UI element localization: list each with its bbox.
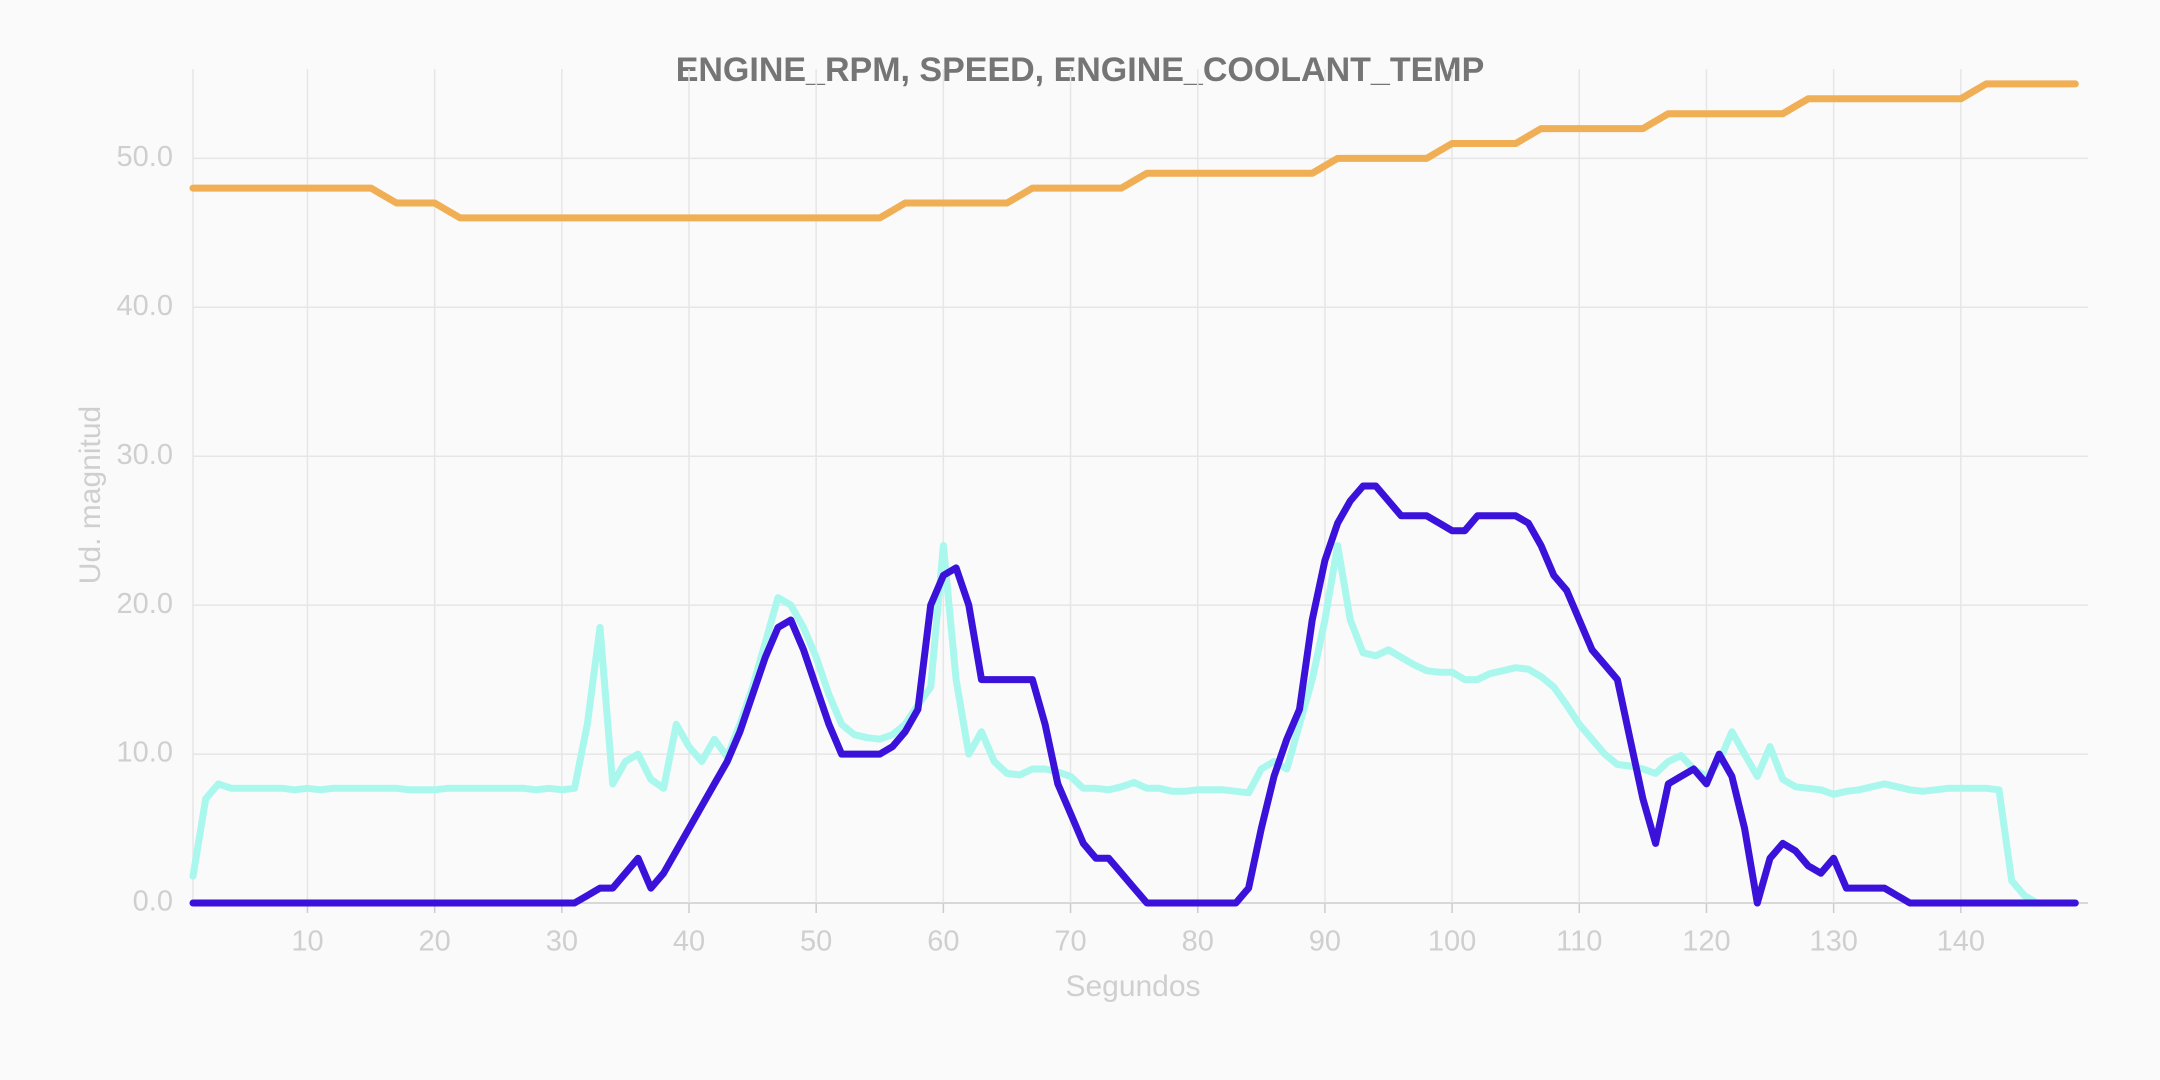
y-tick-label: 50.0 <box>117 141 173 173</box>
series-line <box>189 482 2079 907</box>
x-tick-label: 20 <box>419 926 451 958</box>
x-tick-label: 140 <box>1937 926 1985 958</box>
x-tick-label: 100 <box>1428 926 1476 958</box>
series-line <box>189 80 2079 222</box>
x-tick-label: 130 <box>1809 926 1857 958</box>
y-tick-label: 30.0 <box>117 439 173 471</box>
x-tick-label: 40 <box>673 926 705 958</box>
x-axis-label: Segundos <box>1065 970 1200 1003</box>
x-tick-label: 30 <box>546 926 578 958</box>
x-tick-label: 90 <box>1309 926 1341 958</box>
y-axis-label: Ud. magnitud <box>74 406 107 584</box>
x-tick-label: 120 <box>1682 926 1730 958</box>
y-tick-label: 20.0 <box>117 588 173 620</box>
y-tick-label: 10.0 <box>117 737 173 769</box>
y-tick-label: 40.0 <box>117 290 173 322</box>
chart-title: ENGINE_RPM, SPEED, ENGINE_COOLANT_TEMP <box>676 51 1485 89</box>
y-tick-label: 0.0 <box>133 886 173 918</box>
x-tick-label: 50 <box>800 926 832 958</box>
x-tick-label: 110 <box>1556 926 1602 958</box>
series-line <box>189 542 2079 907</box>
x-tick-label: 80 <box>1182 926 1214 958</box>
x-tick-label: 10 <box>291 926 323 958</box>
x-tick-label: 60 <box>927 926 959 958</box>
x-tick-label: 70 <box>1054 926 1086 958</box>
